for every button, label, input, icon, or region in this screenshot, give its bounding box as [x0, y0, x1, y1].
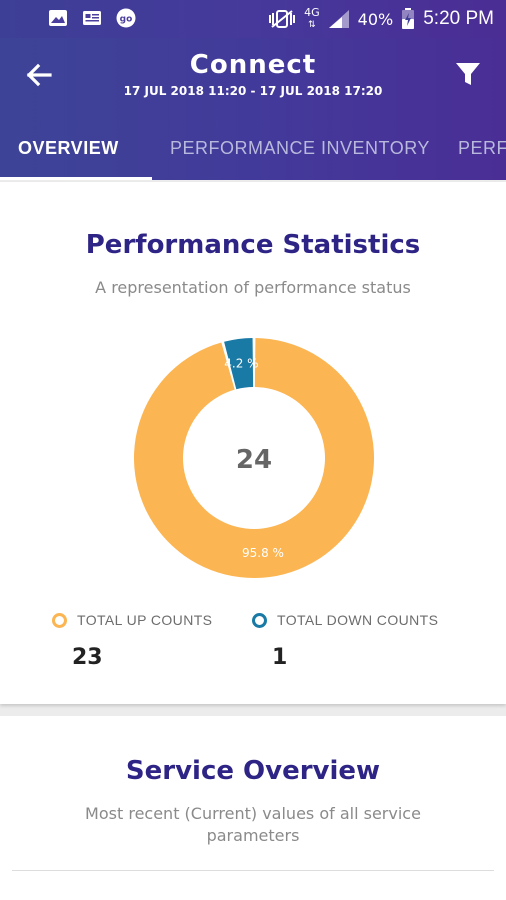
- tab-bar: OVERVIEW PERFORMANCE INVENTORY PERFO: [0, 130, 506, 180]
- active-tab-indicator: [0, 177, 152, 180]
- date-range: 17 JUL 2018 11:20 - 17 JUL 2018 17:20: [123, 84, 383, 98]
- donut-slice-up[interactable]: [134, 338, 374, 578]
- back-arrow-icon[interactable]: [24, 60, 54, 90]
- up-count-value: 23: [72, 645, 103, 670]
- donut-chart: 24 95.8 % 4.2 %: [134, 338, 374, 578]
- tab-performance-inventory[interactable]: PERFORMANCE INVENTORY: [170, 138, 430, 158]
- image-icon: [49, 10, 67, 26]
- service-overview-card: Service Overview Most recent (Current) v…: [0, 716, 506, 900]
- section-title: Performance Statistics: [85, 230, 421, 260]
- news-icon: [83, 11, 101, 25]
- page-title: Connect: [189, 50, 317, 80]
- app-bar: Connect 17 JUL 2018 11:20 - 17 JUL 2018 …: [0, 38, 506, 180]
- legend-down-dot-icon: [252, 612, 267, 628]
- clock: 5:20 PM: [423, 8, 494, 29]
- network-type: 4G ⇅: [304, 6, 320, 30]
- legend-up-dot-icon: [52, 612, 67, 628]
- go-icon: go: [116, 8, 136, 28]
- tab-performance-more[interactable]: PERFO: [458, 138, 506, 158]
- donut-data-label-up: 95.8 %: [242, 546, 284, 560]
- legend-item-up: TOTAL UP COUNTS: [52, 612, 212, 628]
- legend-up-label: TOTAL UP COUNTS: [77, 612, 213, 628]
- filter-icon[interactable]: [454, 60, 482, 88]
- svg-text:go: go: [120, 15, 133, 25]
- legend-down-label: TOTAL DOWN COUNTS: [277, 612, 439, 628]
- battery-percent: 40%: [357, 9, 394, 29]
- performance-statistics-card: Performance Statistics A representation …: [0, 182, 506, 704]
- donut-data-label-down: 4.2 %: [224, 356, 258, 370]
- legend-item-down: TOTAL DOWN COUNTS: [252, 612, 438, 628]
- status-bar: go 4G ⇅ 40% 5:20 PM: [0, 0, 506, 38]
- section-subtitle: A representation of performance status: [95, 278, 411, 297]
- donut-center-value: 24: [236, 445, 272, 475]
- signal-icon: [328, 10, 349, 28]
- donut-slice-down[interactable]: [224, 338, 254, 390]
- vibrate-mute-icon: [269, 10, 296, 28]
- divider: [12, 870, 494, 871]
- section-subtitle: Most recent (Current) values of all serv…: [85, 804, 421, 845]
- section-title: Service Overview: [125, 756, 381, 786]
- tab-overview[interactable]: OVERVIEW: [18, 138, 119, 158]
- down-count-value: 1: [272, 645, 288, 670]
- battery-charging-icon: [402, 8, 415, 29]
